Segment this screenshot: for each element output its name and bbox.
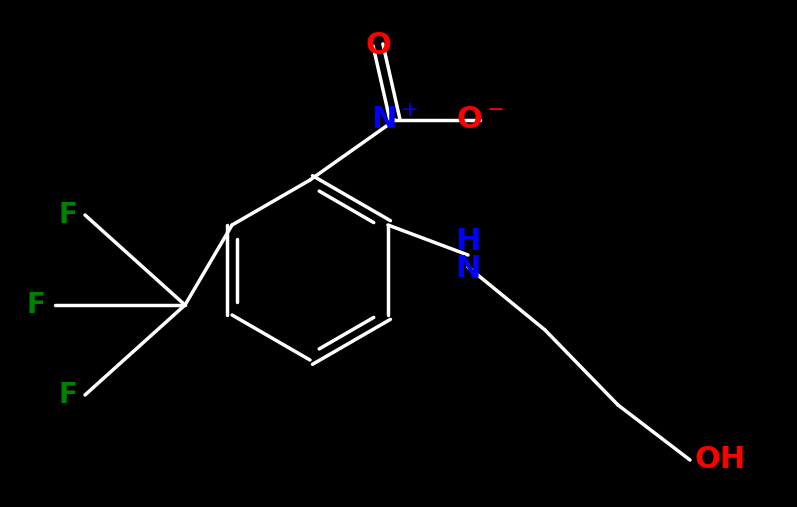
Text: F: F [58,201,77,229]
Text: O$^-$: O$^-$ [456,105,504,134]
Text: F: F [58,381,77,409]
Text: F: F [26,291,45,319]
Text: H
N: H N [455,227,481,283]
Text: N$^+$: N$^+$ [371,105,418,134]
Text: OH: OH [695,446,746,475]
Text: O: O [365,30,391,59]
